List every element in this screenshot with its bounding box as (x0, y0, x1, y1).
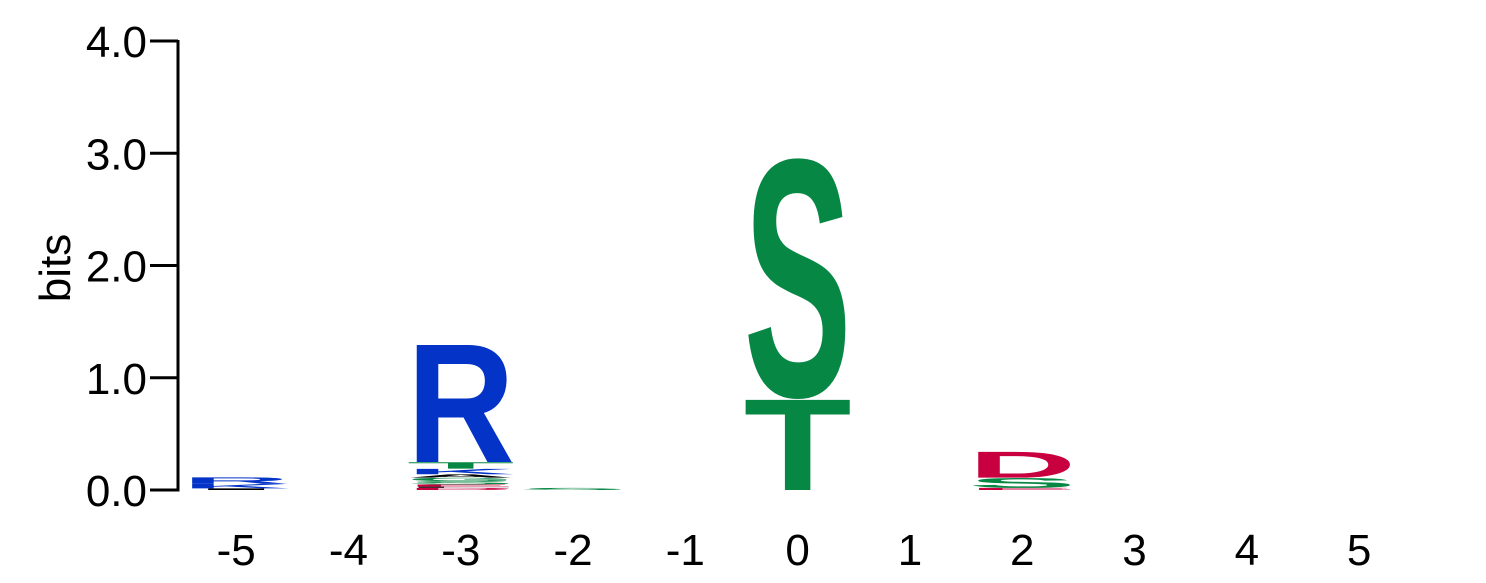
logo-letter: L (407, 486, 515, 488)
logo-letter: K (407, 467, 515, 476)
logo-column: ESD (968, 444, 1076, 491)
x-tick-label: -1 (666, 526, 705, 575)
logo-letter: S (968, 475, 1076, 491)
logo-letter: D (407, 487, 515, 490)
y-tick-label: 4.0 (86, 18, 147, 67)
y-tick-label: 3.0 (86, 130, 147, 179)
x-tick-label: 1 (898, 526, 922, 575)
logo-letter: E (407, 484, 515, 487)
x-tick-label: 0 (785, 526, 809, 575)
y-tick-label: 0.0 (86, 467, 147, 516)
y-axis-label: bits (31, 234, 80, 302)
x-tick-label: -4 (329, 526, 368, 575)
logo-column: IKR (182, 475, 290, 490)
logo-letter: R (407, 308, 515, 498)
x-tick-label: 5 (1347, 526, 1371, 575)
logo-letter: R (182, 475, 290, 485)
logo-letter: A (407, 473, 515, 478)
x-tick-label: 3 (1122, 526, 1146, 575)
logo-letter: T (744, 371, 852, 517)
logo-letter: T (407, 460, 515, 470)
logo-letter: K (182, 483, 290, 490)
x-axis-tick-labels: -5 -4 -3 -2 -1 0 1 2 3 4 5 (217, 526, 1372, 575)
logo-letter: E (968, 487, 1076, 490)
x-tick-label: 2 (1010, 526, 1034, 575)
logo-column: S (519, 487, 627, 490)
x-tick-label: -5 (217, 526, 256, 575)
y-axis: 0.0 1.0 2.0 3.0 4.0 (86, 18, 180, 516)
logo-letter: D (968, 444, 1076, 486)
logo-letter: G (407, 477, 515, 482)
logo-letter: S (519, 487, 627, 490)
x-tick-label: 4 (1235, 526, 1259, 575)
logo-letter: S (744, 89, 852, 468)
x-tick-label: -3 (441, 526, 480, 575)
y-tick-label: 2.0 (86, 243, 147, 292)
logo-letter: S (407, 480, 515, 485)
y-tick-label: 1.0 (86, 355, 147, 404)
logo-letter: I (182, 488, 290, 491)
logo-column: TS (744, 89, 852, 517)
x-tick-label: -2 (553, 526, 592, 575)
